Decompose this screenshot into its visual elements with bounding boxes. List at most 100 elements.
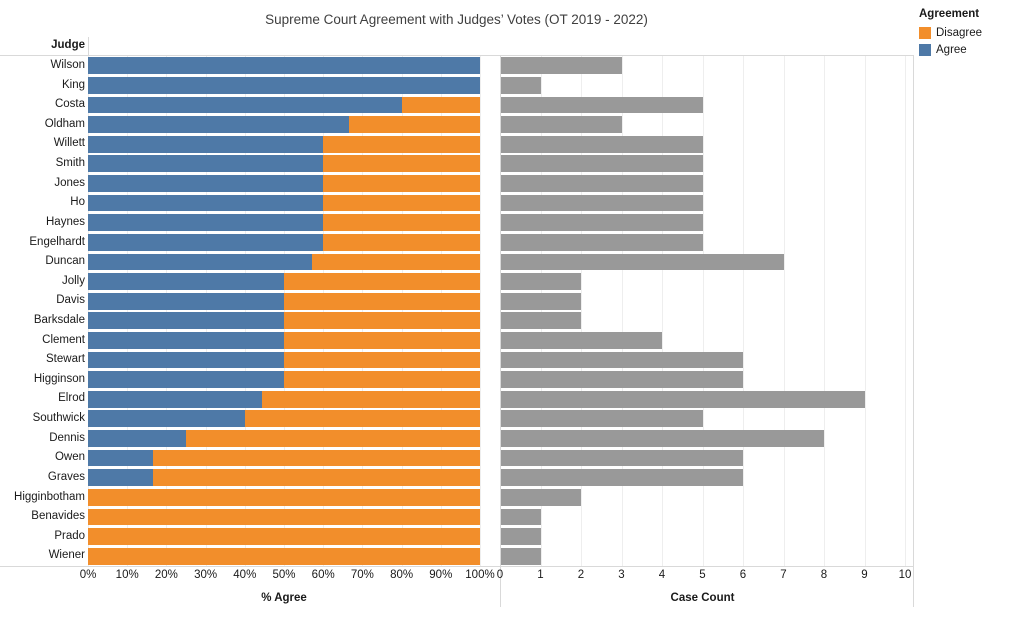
judge-label: Duncan	[45, 255, 85, 268]
agree-bar-segment[interactable]	[88, 253, 312, 271]
case-count-bar[interactable]	[500, 469, 743, 487]
case-count-bar[interactable]	[500, 332, 662, 349]
agree-bar-segment[interactable]	[88, 410, 245, 428]
case-count-bar[interactable]	[500, 449, 743, 467]
disagree-bar-segment[interactable]	[88, 547, 480, 565]
agree-bar-segment[interactable]	[88, 116, 350, 134]
agree-bar-segment[interactable]	[88, 57, 480, 75]
disagree-bar-segment[interactable]	[323, 175, 480, 192]
agree-bar-segment[interactable]	[88, 371, 284, 389]
judge-row: Wilson	[0, 56, 913, 76]
case-count-bar[interactable]	[500, 57, 622, 75]
case-count-bar[interactable]	[500, 547, 541, 565]
disagree-bar-segment[interactable]	[284, 292, 480, 310]
case-count-bar[interactable]	[500, 488, 581, 506]
disagree-bar-segment[interactable]	[186, 430, 480, 447]
agree-bar-segment[interactable]	[88, 155, 324, 173]
count-axis-tick-label: 1	[537, 569, 544, 581]
agreement-bar	[88, 390, 480, 408]
disagree-bar-segment[interactable]	[284, 312, 480, 330]
case-count-bar[interactable]	[500, 410, 703, 428]
case-count-bar[interactable]	[500, 175, 703, 192]
judge-label: Higginson	[33, 372, 85, 385]
case-count-bar[interactable]	[500, 194, 703, 212]
pct-axis-tick-label: 20%	[154, 569, 178, 581]
agree-swatch-icon	[919, 44, 931, 56]
case-count-bar[interactable]	[500, 253, 784, 271]
count-axis-tick-label: 7	[780, 569, 787, 581]
count-axis-gridline	[621, 56, 623, 566]
count-axis-gridline	[824, 56, 825, 566]
disagree-bar-segment[interactable]	[311, 253, 480, 271]
disagree-bar-segment[interactable]	[284, 332, 480, 349]
disagree-bar-segment[interactable]	[323, 233, 480, 251]
disagree-bar-segment[interactable]	[323, 194, 480, 212]
case-count-bar[interactable]	[500, 135, 703, 153]
agree-bar-segment[interactable]	[88, 214, 324, 232]
agree-bar-segment[interactable]	[88, 273, 284, 290]
agreement-bar	[88, 312, 480, 330]
disagree-bar-segment[interactable]	[153, 469, 480, 487]
disagree-bar-segment[interactable]	[262, 390, 480, 408]
count-axis-gridline	[662, 56, 663, 566]
disagree-bar-segment[interactable]	[284, 351, 480, 369]
disagree-bar-segment[interactable]	[88, 528, 480, 545]
disagree-bar-segment[interactable]	[323, 135, 480, 153]
legend-item-disagree[interactable]: Disagree	[919, 27, 982, 39]
case-count-bar[interactable]	[500, 292, 581, 310]
case-count-bar[interactable]	[500, 116, 622, 134]
disagree-bar-segment[interactable]	[323, 155, 480, 173]
disagree-bar-segment[interactable]	[323, 214, 480, 232]
judge-row: Benavides	[0, 507, 913, 527]
disagree-bar-segment[interactable]	[88, 488, 480, 506]
disagree-bar-segment[interactable]	[153, 449, 480, 467]
agree-bar-segment[interactable]	[88, 351, 284, 369]
agree-bar-segment[interactable]	[88, 390, 263, 408]
legend-item-label: Agree	[936, 44, 967, 56]
agree-bar-segment[interactable]	[88, 332, 284, 349]
agreement-bar	[88, 528, 480, 545]
agree-bar-segment[interactable]	[88, 194, 324, 212]
case-count-bar[interactable]	[500, 528, 541, 545]
agreement-bar	[88, 508, 480, 526]
count-axis-tick-label: 6	[739, 569, 747, 581]
disagree-bar-segment[interactable]	[284, 371, 480, 389]
case-count-bar[interactable]	[500, 273, 581, 290]
agree-bar-segment[interactable]	[88, 175, 324, 192]
agreement-bar	[88, 351, 480, 369]
case-count-bar[interactable]	[500, 155, 703, 173]
case-count-bar[interactable]	[500, 312, 581, 330]
disagree-bar-segment[interactable]	[284, 273, 480, 290]
case-count-bar[interactable]	[500, 508, 541, 526]
case-count-bar[interactable]	[500, 351, 743, 369]
agree-bar-segment[interactable]	[88, 449, 154, 467]
agreement-bar	[88, 488, 480, 506]
agreement-bar	[88, 194, 480, 212]
case-count-bar[interactable]	[500, 430, 824, 447]
agree-bar-segment[interactable]	[88, 469, 154, 487]
disagree-bar-segment[interactable]	[88, 508, 480, 526]
case-count-bar[interactable]	[500, 371, 743, 389]
agreement-bar	[88, 292, 480, 310]
pct-axis-tick-label: 0%	[79, 569, 97, 581]
case-count-bar[interactable]	[500, 77, 541, 94]
agree-bar-segment[interactable]	[88, 430, 186, 447]
agree-bar-segment[interactable]	[88, 233, 324, 251]
agree-bar-segment[interactable]	[88, 96, 402, 114]
disagree-bar-segment[interactable]	[349, 116, 480, 134]
disagree-bar-segment[interactable]	[401, 96, 480, 114]
agree-bar-segment[interactable]	[88, 135, 324, 153]
disagree-bar-segment[interactable]	[244, 410, 480, 428]
agree-bar-segment[interactable]	[88, 292, 284, 310]
case-count-bar[interactable]	[500, 233, 703, 251]
agreement-bar	[88, 116, 480, 134]
axis-baseline	[0, 566, 913, 567]
case-count-bar[interactable]	[500, 214, 703, 232]
agree-bar-segment[interactable]	[88, 312, 284, 330]
count-axis-gridline	[540, 56, 542, 566]
case-count-bar[interactable]	[500, 96, 703, 114]
agree-bar-segment[interactable]	[88, 77, 480, 94]
legend-item-agree[interactable]: Agree	[919, 44, 982, 56]
case-count-bar[interactable]	[500, 390, 865, 408]
